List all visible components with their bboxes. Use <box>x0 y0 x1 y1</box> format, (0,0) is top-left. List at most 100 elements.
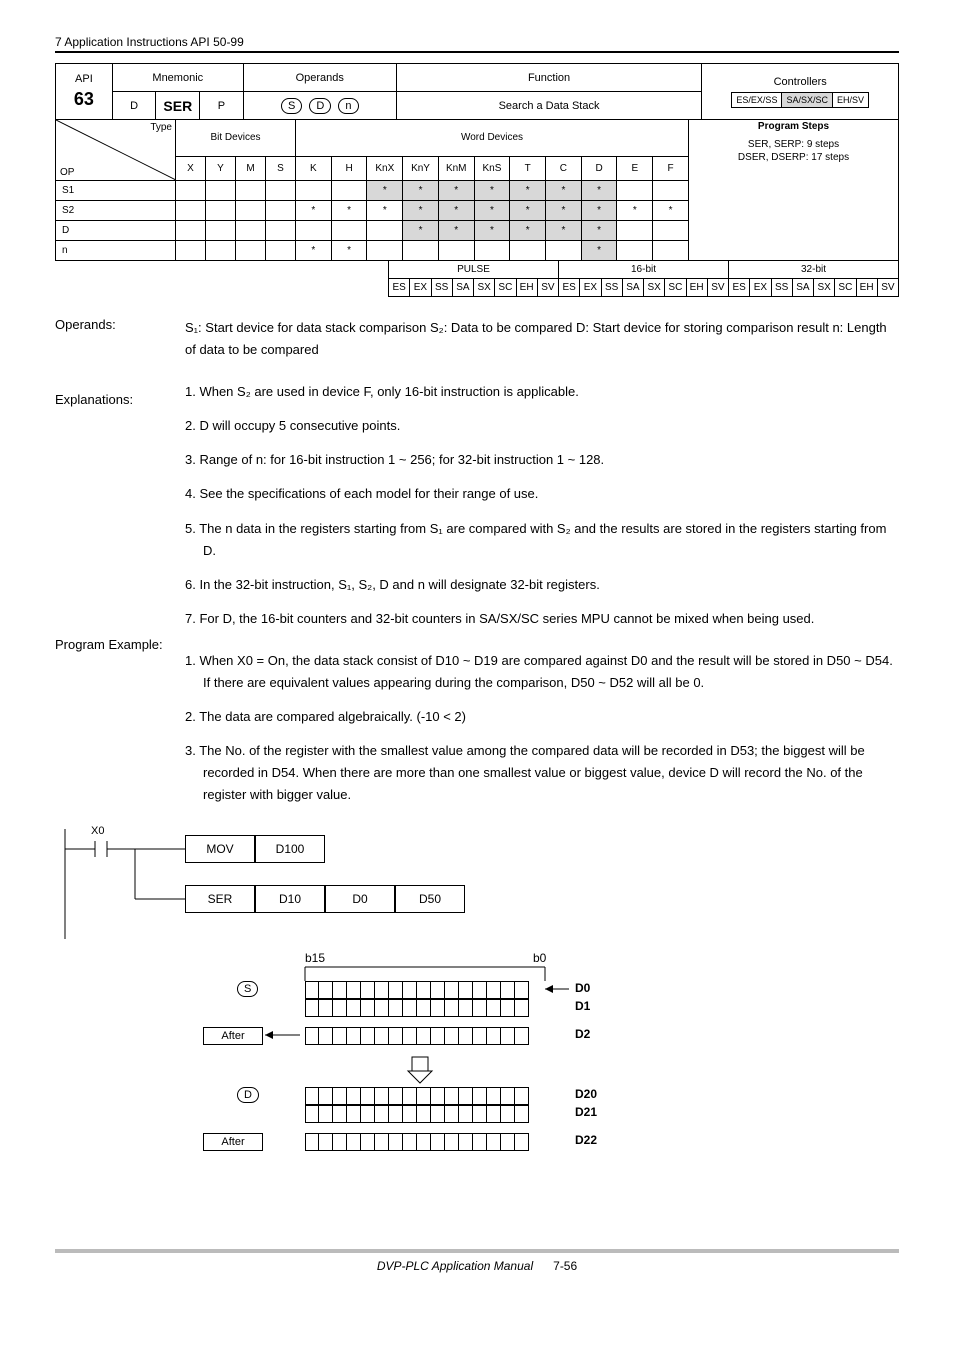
program-steps-cell: Program Steps SER, SERP: 9 steps DSER, D… <box>689 120 899 261</box>
bar-cell: EH <box>516 279 537 297</box>
device-cell <box>206 221 236 241</box>
device-col: KnM <box>438 156 474 180</box>
device-cell: * <box>581 201 617 221</box>
device-col: C <box>546 156 582 180</box>
device-cell <box>367 241 403 261</box>
bar-16bit: 16-bit <box>559 261 729 279</box>
bar-cell: SC <box>665 279 686 297</box>
device-cell: * <box>331 241 367 261</box>
footer-rule <box>55 1249 899 1253</box>
device-table: Type OP Bit Devices Word Devices Program… <box>55 119 899 261</box>
device-op: S2 <box>56 201 176 221</box>
device-cell <box>206 201 236 221</box>
after-box: After <box>203 1027 263 1045</box>
device-cell <box>176 201 206 221</box>
device-col: M <box>236 156 266 180</box>
device-cell: * <box>403 221 439 241</box>
device-cell: * <box>367 201 403 221</box>
device-cell: * <box>510 201 546 221</box>
device-col: K <box>296 156 332 180</box>
type-label: Type <box>150 122 172 133</box>
bar-cell: SX <box>644 279 665 297</box>
device-col: S <box>266 156 296 180</box>
device-cell <box>653 221 689 241</box>
header-left: 7 Application Instructions API 50-99 <box>55 35 244 49</box>
device-col: F <box>653 156 689 180</box>
bar-cell: SA <box>792 279 813 297</box>
bar-cell: EH <box>856 279 877 297</box>
device-cell <box>438 241 474 261</box>
device-cell: * <box>331 201 367 221</box>
device-cell: * <box>438 221 474 241</box>
s-pill: S <box>237 981 258 997</box>
device-cell: * <box>296 241 332 261</box>
bar-cell: SC <box>495 279 516 297</box>
device-cell <box>206 241 236 261</box>
reg-label: D0 <box>575 981 590 995</box>
device-cell <box>266 201 296 221</box>
bit-devices-label: Bit Devices <box>176 120 296 157</box>
bar-cell: SX <box>474 279 495 297</box>
type-op-diagonal: Type OP <box>56 120 176 180</box>
device-cell: * <box>546 221 582 241</box>
bar-cell: SS <box>431 279 452 297</box>
ladder-box: D0 <box>325 885 395 913</box>
device-col: D <box>581 156 617 180</box>
word-row <box>305 1027 529 1045</box>
controller-sa: SA/SX/SC <box>782 92 833 108</box>
device-cell <box>617 221 653 241</box>
device-cell: * <box>581 241 617 261</box>
device-op: n <box>56 241 176 261</box>
bar-cell: EX <box>750 279 771 297</box>
device-cell: * <box>474 221 510 241</box>
bar-cell: SV <box>707 279 728 297</box>
device-cell: * <box>296 201 332 221</box>
device-cell <box>266 241 296 261</box>
device-col: KnX <box>367 156 403 180</box>
device-col: H <box>331 156 367 180</box>
device-cell: * <box>617 201 653 221</box>
device-cell <box>296 181 332 201</box>
bar-cell: SA <box>622 279 643 297</box>
device-cell <box>331 221 367 241</box>
ladder-box: SER <box>185 885 255 913</box>
after-box: After <box>203 1133 263 1151</box>
section-program-example: Program Example: <box>55 637 185 652</box>
api-number: 63 <box>56 89 112 110</box>
device-cell <box>510 241 546 261</box>
reg-label: D1 <box>575 999 590 1013</box>
device-cell <box>266 221 296 241</box>
controller-eh: EH/SV <box>833 92 869 108</box>
device-cell <box>403 241 439 261</box>
operand-pill: n <box>338 98 358 114</box>
bar-cell: EH <box>686 279 707 297</box>
bar-cell: SS <box>771 279 792 297</box>
word-diagram: S D b15 b0 D0 D1 D2 After D20 D21 D22 Af… <box>145 959 665 1219</box>
bit-label: b15 <box>305 951 325 965</box>
device-col: Y <box>206 156 236 180</box>
device-cell <box>236 181 266 201</box>
device-col: E <box>617 156 653 180</box>
device-cell: * <box>403 181 439 201</box>
device-cell: * <box>474 181 510 201</box>
operand-pill: S <box>281 98 302 114</box>
operand-pill: D <box>309 98 331 114</box>
device-cell <box>331 181 367 201</box>
device-op: S1 <box>56 181 176 201</box>
device-cell: * <box>438 181 474 201</box>
contact-label: X0 <box>91 825 104 837</box>
device-cell <box>176 241 206 261</box>
bar-cell: SX <box>814 279 835 297</box>
bar-cell: ES <box>729 279 750 297</box>
bar-cell: ES <box>559 279 580 297</box>
bar-cell: SC <box>835 279 856 297</box>
device-cell: * <box>546 201 582 221</box>
reg-label: D2 <box>575 1027 590 1041</box>
device-cell <box>546 241 582 261</box>
mnemonic-label: Mnemonic <box>152 72 203 84</box>
function-text: Search a Data Stack <box>396 92 702 120</box>
device-cell: * <box>438 201 474 221</box>
device-cell <box>206 181 236 201</box>
body-text: S₁: Start device for data stack comparis… <box>185 317 899 819</box>
operands-cell: S D n <box>243 92 396 120</box>
